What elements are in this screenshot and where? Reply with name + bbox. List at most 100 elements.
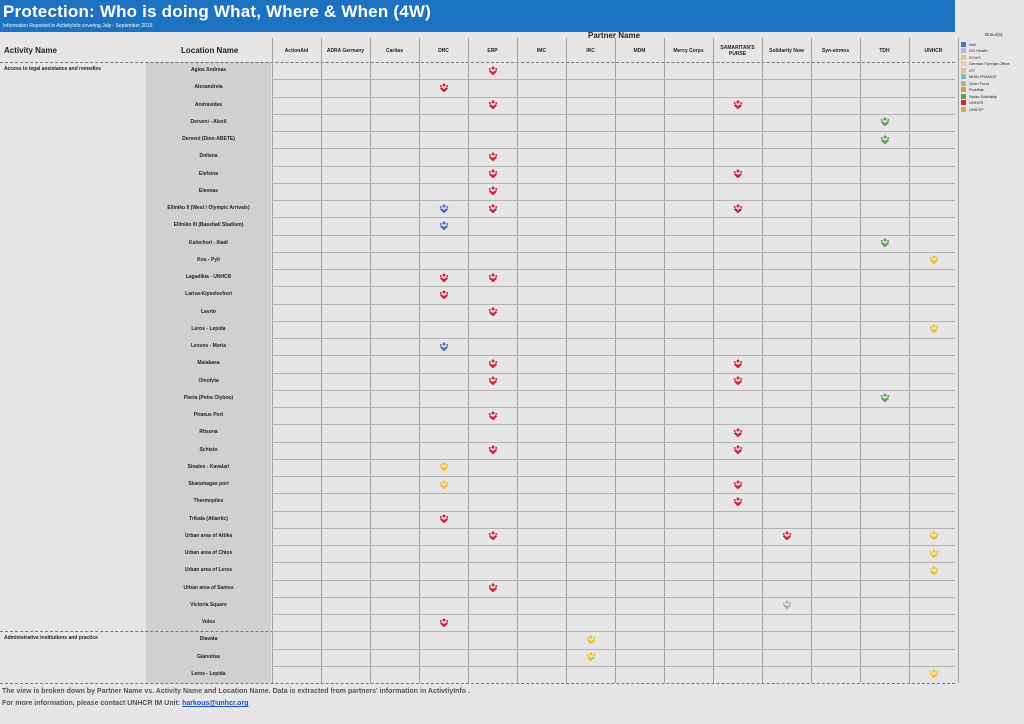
row-divider [272,441,955,443]
partner-header: TDH [879,48,890,54]
footer-contact: For more information, please contact UNH… [2,700,248,707]
row-divider [272,355,955,357]
partner-activity-icon [586,652,596,662]
row-divider [272,389,955,391]
page-title: Protection: Who is doing What, Where & W… [3,2,431,21]
row-divider [272,579,955,581]
partner-header: Syn-eirmos [821,48,850,54]
column-divider [615,38,616,683]
partner-header: Solidarity Now [769,48,804,54]
row-divider [272,407,955,408]
legend-item: MDM FRANCE [961,74,996,80]
row-divider [272,217,955,219]
legend-label: MDM FRANCE [969,74,997,79]
activity-label: Administrative institutions and practice [4,635,98,642]
partner-activity-icon [586,635,596,645]
partner-activity-icon [880,393,890,403]
partner-activity-icon [929,566,939,576]
activity-label: Access to legal assistance and remedies [4,66,101,72]
location-label: Schisto [199,446,218,453]
legend-swatch [961,100,966,105]
location-label: Andravidas [194,101,223,108]
legend-swatch [961,80,966,86]
legend-swatch [961,106,966,112]
legend-swatch [961,41,966,47]
location-label: Victoria Square [190,601,227,608]
legend-swatch [961,87,966,92]
partner-activity-icon [929,255,939,265]
legend-label: Oxen Fund [969,80,989,86]
location-label: Ritsona [199,429,218,436]
legend-label: Null [969,41,976,47]
row-divider [272,424,955,426]
row-divider [272,596,955,598]
partner-activity-icon [929,531,939,541]
location-label: Volos [201,619,216,625]
partner-activity-icon [488,169,498,179]
partner-activity-icon [488,204,498,214]
partner-header: IMC [536,48,547,54]
legend-item: DG Health [961,48,988,54]
partner-header: IRC [586,48,595,54]
legend-item: UNICEF [961,106,984,112]
partner-activity-icon [782,600,792,610]
row-divider [272,79,955,81]
partner-activity-icon [439,462,449,472]
location-label: Giannitsa [197,653,220,660]
row-divider [272,96,955,98]
partner-name-header: Partner Name [588,31,641,40]
row-divider [272,234,955,236]
legend-item: ECHO [961,54,981,60]
legend-label: UNICEF [969,106,984,112]
column-divider [713,38,714,683]
location-label: Pieria (Petra Olybou) [183,394,234,401]
location-label: Agios Andreas [190,67,227,73]
location-label: Kalochori - Iliadi [189,239,228,246]
column-divider [762,38,763,683]
legend-label: DG Health [969,48,988,53]
column-divider [468,38,469,683]
page-subtitle: Information Reported in ActivityInfo cov… [3,23,153,29]
column-divider [370,38,371,683]
column-divider [909,38,910,683]
partner-header: Mercy Corps [673,48,704,54]
row-divider [272,338,955,339]
location-label: Eleonas [198,187,219,194]
legend-swatch [961,48,966,53]
location-label: Alexandreia [194,84,223,91]
column-divider [664,38,665,683]
location-label: Elliniko II (West / Olympic Arrivals) [167,205,250,211]
row-divider [272,251,955,253]
legend-swatch [961,67,966,73]
partner-activity-icon [488,376,498,386]
partner-activity-icon [733,204,743,214]
partner-activity-icon [880,238,890,248]
partner-activity-icon [439,83,449,93]
grid-top-border [0,62,955,63]
partner-header: SAMARITAN'S PURSE [720,45,755,57]
partner-activity-icon [488,411,498,421]
partner-activity-icon [733,359,743,369]
location-label: Leros - Lepida [191,670,226,677]
partner-activity-icon [733,100,743,110]
legend-item: IST [961,67,975,73]
location-label: Thermopiles [193,498,224,505]
location-label: Elefsina [198,170,219,177]
legend-swatch [961,93,966,99]
row-divider [272,286,955,288]
row-divider [272,545,955,546]
partner-header: ActionAid [284,48,309,54]
location-column-band [146,62,271,683]
location-label: Leros - Lepida [191,325,226,332]
partner-activity-icon [488,100,498,110]
contact-email-link[interactable]: harkous@unhcr.org [182,700,249,707]
row-divider [272,165,955,167]
column-divider [321,38,322,683]
partner-activity-icon [488,359,498,369]
partner-header: MDM [633,48,646,54]
location-label: Skaramagas port [188,481,229,487]
row-divider [272,182,955,184]
location-label: Lavrio [200,308,216,315]
legend-title: Donor(s) [985,32,1003,37]
location-label: Larisa-Kipselochori [185,291,232,298]
